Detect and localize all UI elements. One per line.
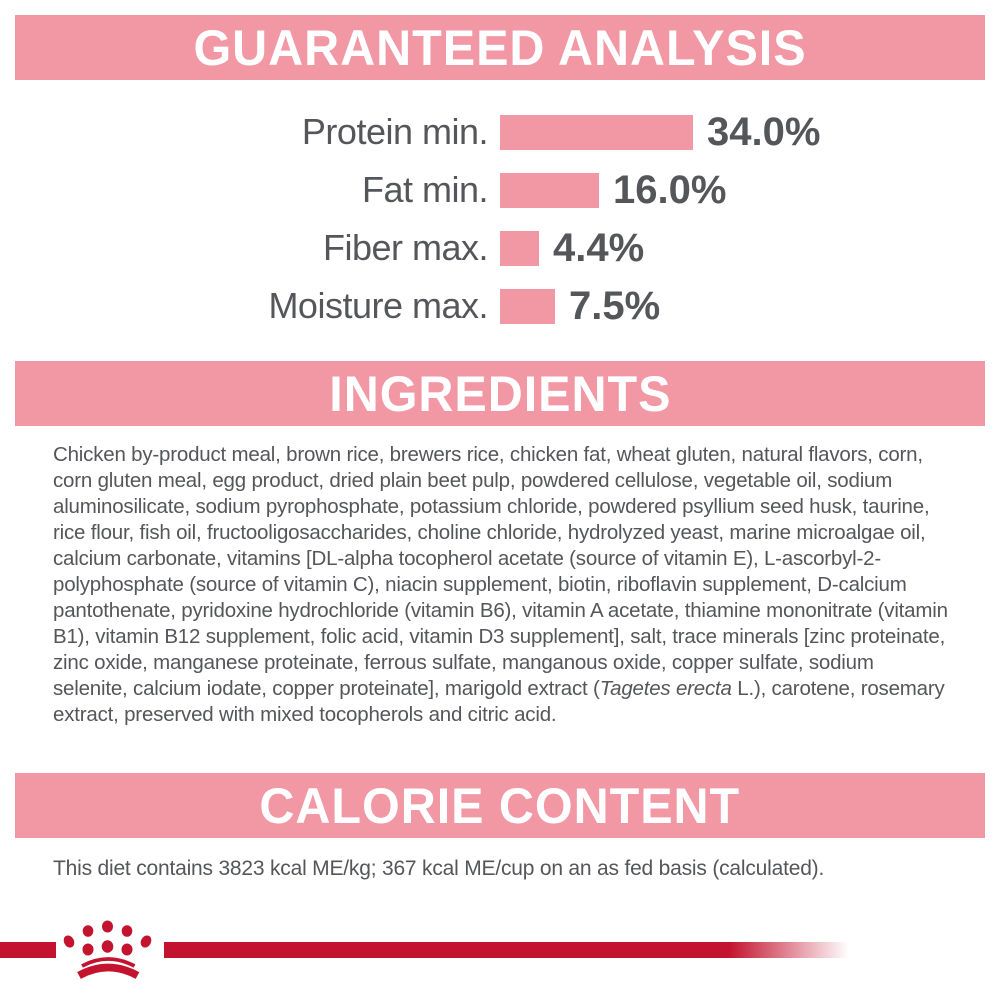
- brand-band-left-segment: [0, 942, 56, 958]
- ga-row-fiber: Fiber max. 4.4%: [0, 219, 1000, 277]
- guaranteed-analysis-chart: Protein min. 34.0% Fat min. 16.0% Fiber …: [0, 103, 1000, 335]
- calorie-content-title: CALORIE CONTENT: [259, 777, 741, 834]
- brand-band-gradient: [164, 942, 849, 958]
- guaranteed-analysis-title: GUARANTEED ANALYSIS: [193, 19, 807, 76]
- ga-value-fat: 16.0%: [613, 167, 727, 212]
- calorie-statement: This diet contains 3823 kcal ME/kg; 367 …: [53, 857, 825, 880]
- ga-row-fat: Fat min. 16.0%: [0, 161, 1000, 219]
- ga-label-protein: Protein min.: [301, 111, 489, 152]
- calorie-content-header: CALORIE CONTENT: [15, 773, 985, 838]
- ingredients-text-latin-name: Tagetes erecta: [599, 677, 732, 700]
- ga-row-moisture: Moisture max. 7.5%: [0, 277, 1000, 335]
- ingredients-header: INGREDIENTS: [15, 361, 985, 426]
- ga-bar-moisture: [500, 288, 555, 324]
- ga-bar-fat: [500, 172, 599, 208]
- ga-bar-fiber: [500, 230, 539, 266]
- royal-canin-crown-icon: [63, 920, 152, 979]
- ga-label-fat: Fat min.: [361, 169, 489, 210]
- guaranteed-analysis-header: GUARANTEED ANALYSIS: [15, 15, 985, 80]
- ga-row-protein: Protein min. 34.0%: [0, 103, 1000, 161]
- ga-label-moisture: Moisture max.: [268, 285, 488, 326]
- ga-label-fiber: Fiber max.: [322, 227, 489, 268]
- ga-value-moisture: 7.5%: [569, 283, 661, 328]
- ingredients-text-main: Chicken by-product meal, brown rice, bre…: [53, 443, 948, 700]
- ga-bar-protein: [500, 114, 693, 150]
- ga-value-protein: 34.0%: [707, 109, 821, 154]
- ingredients-title: INGREDIENTS: [328, 365, 672, 422]
- ingredients-paragraph: Chicken by-product meal, brown rice, bre…: [53, 442, 950, 728]
- ga-value-fiber: 4.4%: [553, 225, 645, 270]
- ingredients-text-end: L.), carotene, rosemary extract, preserv…: [53, 677, 945, 726]
